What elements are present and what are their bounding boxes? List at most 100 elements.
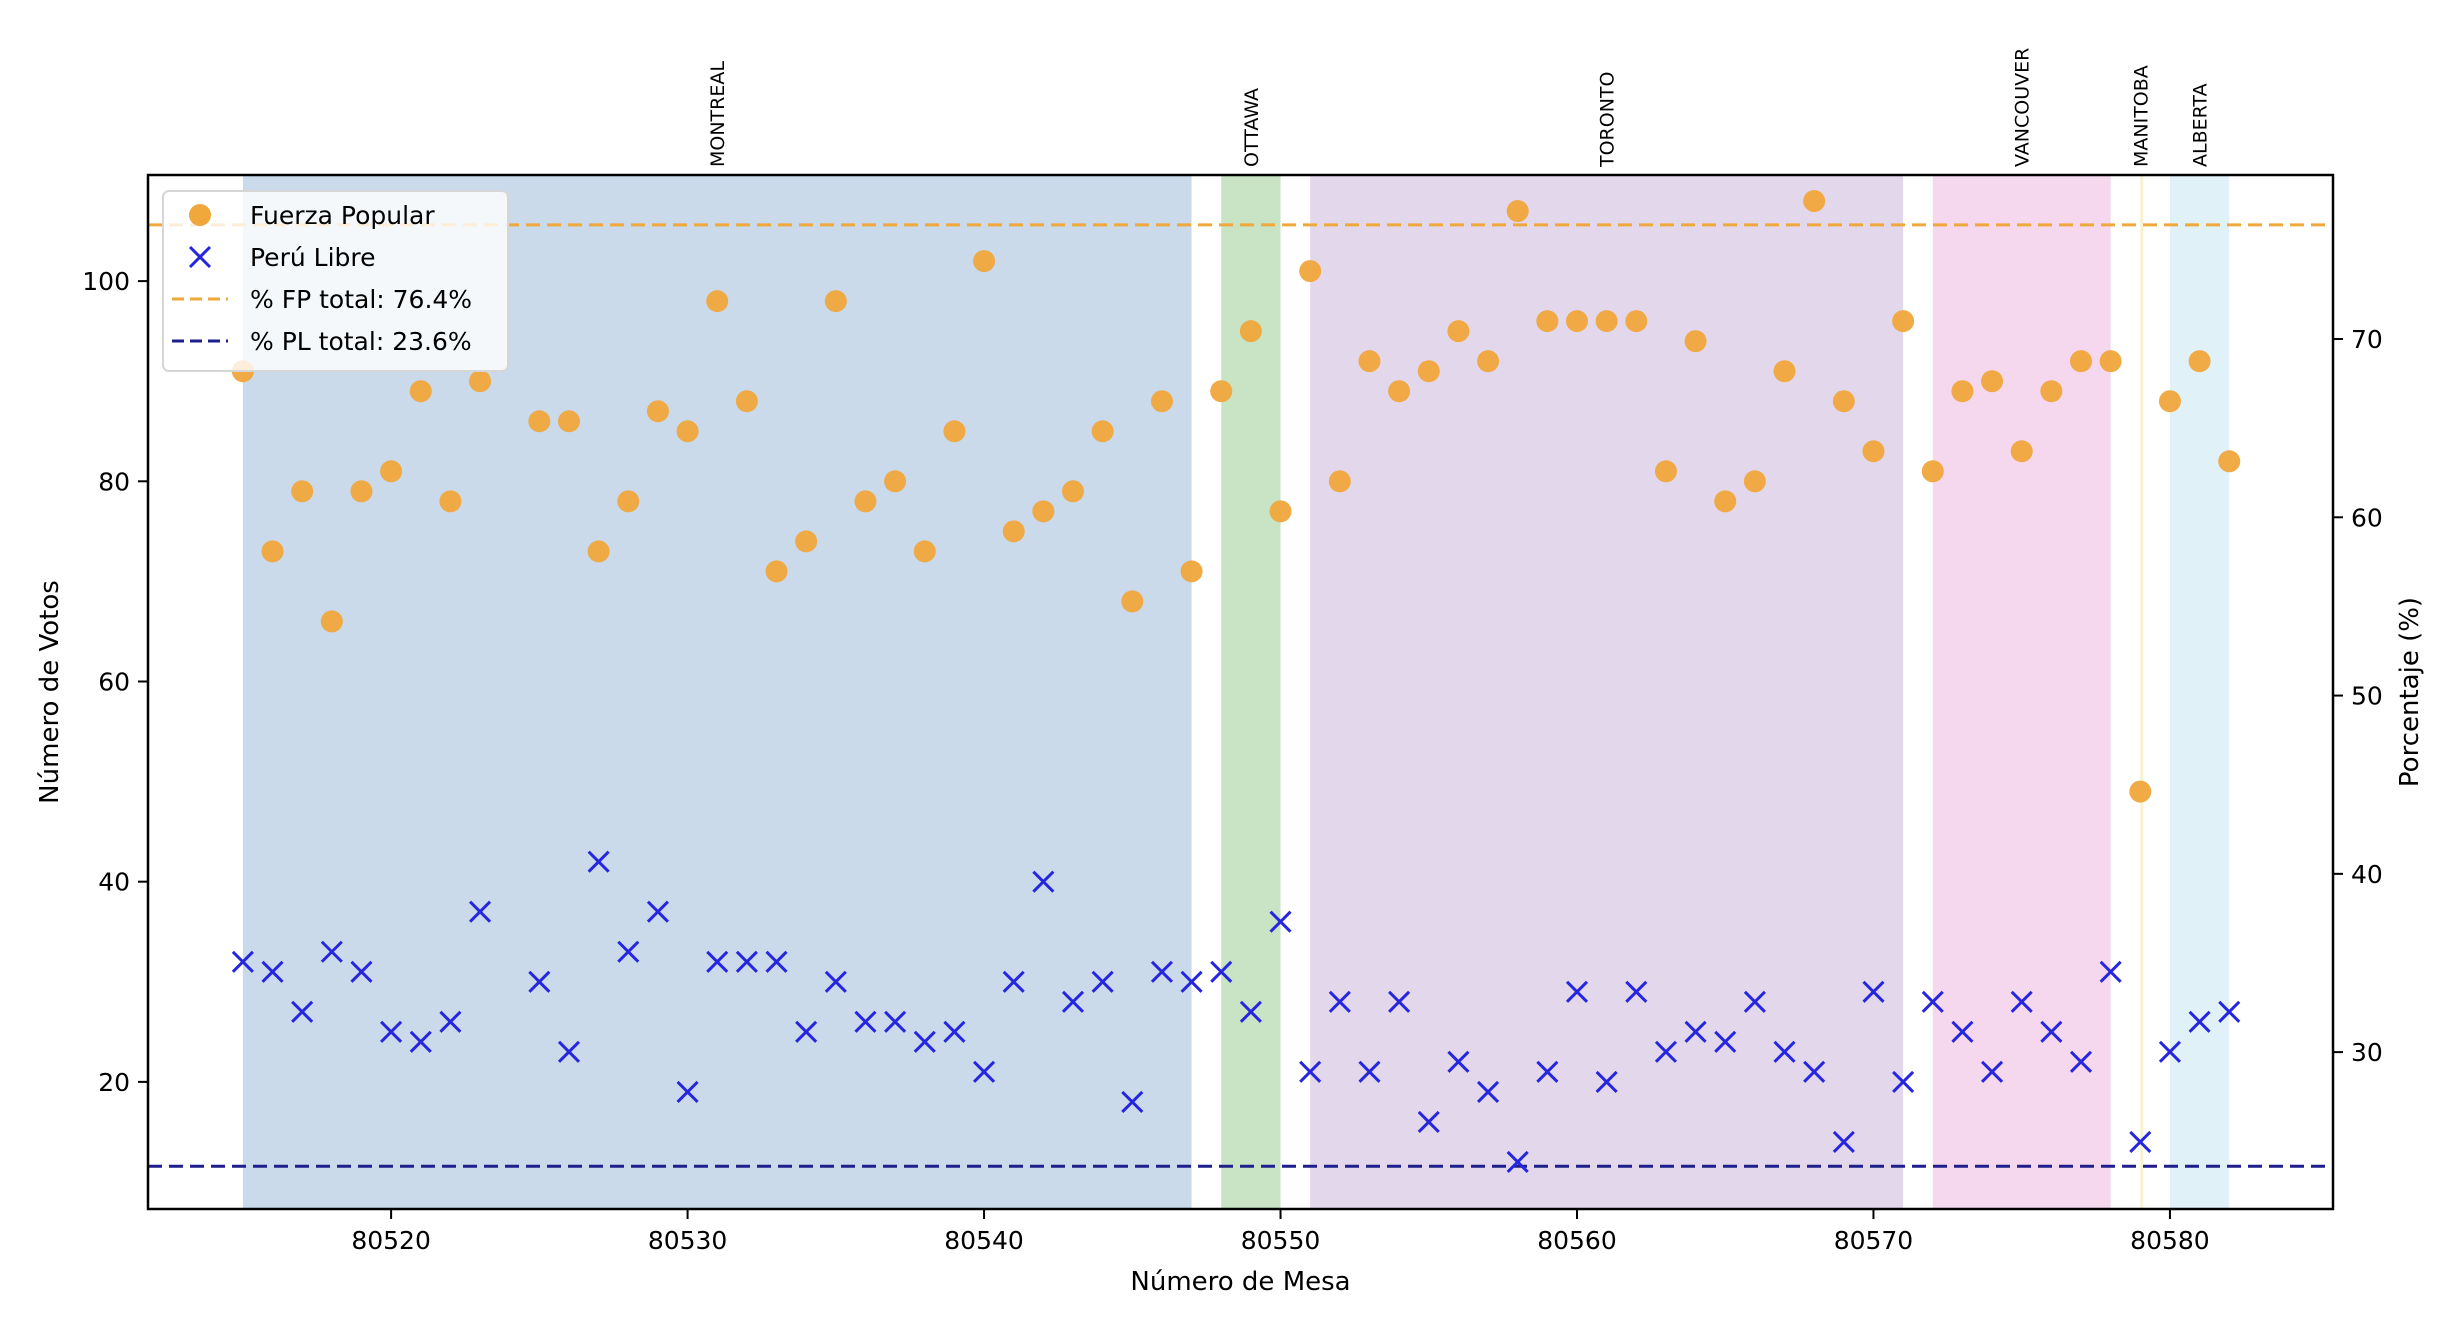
pl-point [1269,910,1292,933]
region-label-manitoba: MANITOBA [2130,65,2152,167]
pl-point [1150,960,1173,983]
pl-point [1625,980,1648,1003]
pl-point [646,900,669,923]
fp-point [1032,500,1055,523]
fp-point [1951,380,1974,403]
fp-point [380,460,403,483]
region-band-ottawa [1221,175,1281,1209]
pl-point [1980,1060,2004,1083]
pl-point [854,1010,877,1033]
pl-point [1714,1030,1737,1053]
region-band-vancouver [1932,175,2111,1209]
y-axis-label: Número de Votos [35,580,65,804]
fp-point [676,420,699,443]
region-bands [242,175,2230,1209]
pl-point [1654,1040,1678,1063]
legend-label-pl-total: % PL total: 23.6% [250,327,472,356]
pl-point [1743,990,1766,1013]
fp-point [1684,330,1707,353]
pl-point [350,960,373,983]
pl-point [1180,970,1203,993]
pl-point [1417,1110,1440,1133]
fp-point [1091,420,1114,443]
pl-point [706,950,729,973]
fp-point [1654,460,1677,483]
pl-point [1892,1070,1915,1093]
pl-point [1862,980,1885,1003]
fp-point [1477,350,1500,373]
y-tick-label: 40 [98,868,130,897]
region-label-toronto: TORONTO [1597,72,1619,169]
fp-point [1565,310,1588,333]
plot-frame [146,173,2335,1211]
pl-point [1506,1150,1529,1174]
pl-point [1595,1070,1618,1093]
pl-point [765,950,788,973]
fp-point [291,480,314,503]
y2-tick-label: 30 [2351,1038,2383,1067]
fp-point [2069,350,2092,373]
fp-point [2010,440,2033,463]
fp-point [1981,370,2004,393]
pl-point [291,1000,314,1023]
fp-point [913,540,936,563]
fp-point [1358,350,1381,373]
fp-point [1773,360,1796,383]
pl-point [1091,970,1114,993]
pl-point [1565,980,1589,1003]
pl-point [1803,1060,1826,1083]
x-tick-label: 80550 [1241,1226,1321,1255]
region-band-manitoba [2140,175,2144,1209]
fp-point [1269,500,1292,523]
pl-point [1032,870,1055,893]
pl-point [320,940,343,963]
fp-point [2129,780,2152,803]
y2-axis-label: Porcentaje (%) [2395,597,2425,787]
x-tick-label: 80570 [1834,1226,1914,1255]
fp-point [557,410,580,433]
fp-point [587,540,610,563]
pl-point [2040,1020,2063,1043]
fp-point [261,540,284,563]
pl-point [972,1060,996,1083]
pl-point [1299,1060,1322,1083]
fp-point [1892,310,1915,333]
pl-point [261,960,284,983]
legend: Fuerza Popular Perú Libre % FP total: 76.4… [162,190,509,372]
fp-point [943,420,966,443]
pl-point [1951,1020,1974,1043]
x-tick-label: 80540 [944,1226,1024,1255]
fp-point [1506,200,1529,223]
y2-tick-label: 40 [2351,860,2383,889]
region-band-alberta [2169,175,2230,1209]
pl-point [1684,1020,1707,1043]
pl-point [913,1030,936,1053]
fp-point [765,560,788,583]
x-tick-label: 80530 [648,1226,728,1255]
fp-point [1714,490,1737,513]
pl-point [1773,1040,1796,1063]
fp-point [2099,350,2122,373]
pl-point [1388,990,1411,1013]
fp-point [617,490,640,513]
fp-point [884,470,907,493]
region-label-vancouver: VANCOUVER [2012,48,2034,167]
series-peru-libre [231,850,2241,1174]
fp-point [469,370,492,393]
fp-point [1328,470,1351,493]
region-label-ottawa: OTTAWA [1241,88,1263,167]
y-tick-label: 100 [82,267,130,296]
pl-point [2158,1040,2182,1063]
fp-point [1061,480,1084,503]
pl-point [468,900,492,923]
pl-point [617,940,640,963]
fp-point [1299,260,1322,283]
pl-point [735,950,758,973]
fp-point [409,380,432,403]
fp-point [1743,470,1766,493]
fp-point [528,410,551,433]
y-tick-label: 60 [98,667,130,696]
pl-point [824,970,847,993]
pl-point [2188,1010,2211,1033]
